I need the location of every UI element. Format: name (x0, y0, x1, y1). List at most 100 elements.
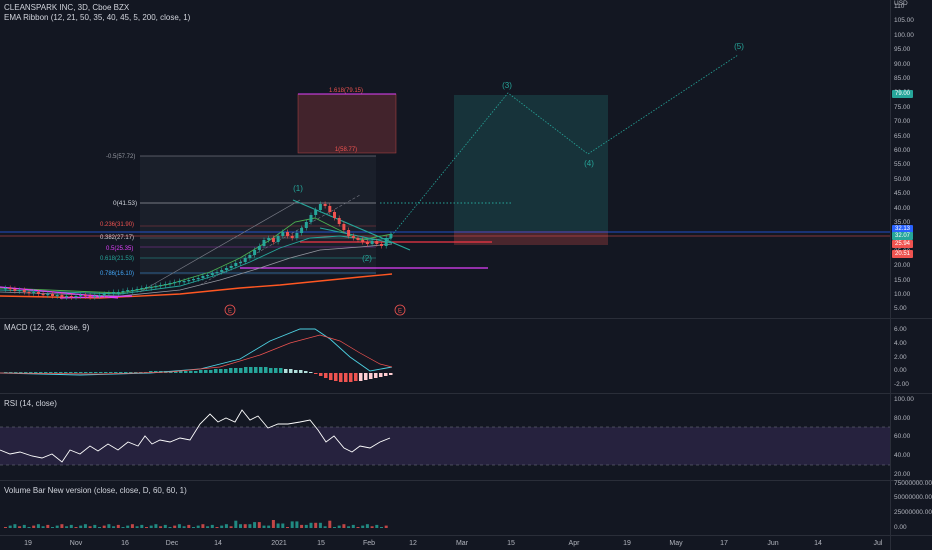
price-tick-4: 90.00 (894, 60, 911, 68)
volume-bar (224, 524, 228, 528)
pane-divider[interactable] (0, 393, 932, 394)
price-tick-8: 70.00 (894, 118, 911, 126)
price-tick-0: 110 (894, 3, 905, 10)
volume-bar (112, 526, 116, 528)
candle-body (93, 296, 97, 298)
candle-body (173, 282, 177, 284)
price-tag: 25.94 (892, 240, 913, 248)
price-chart[interactable]: 1.618(79.15) 1(58.77) -0.5(57.72) 0(41.5… (0, 0, 890, 318)
price-tag: 79.00 (892, 90, 913, 98)
volume-bar (121, 527, 125, 528)
macd-tick-0: 6.00 (894, 326, 907, 333)
macd-bar (294, 370, 298, 373)
volume-bar (281, 523, 285, 528)
candle-body (159, 285, 163, 287)
macd-bar (129, 372, 133, 373)
macd-bar (284, 369, 288, 373)
macd-legend[interactable]: MACD (12, 26, close, 9) (4, 323, 90, 332)
time-tick: 16 (121, 540, 129, 547)
ema-ribbon-legend[interactable]: EMA Ribbon (12, 21, 50, 35, 40, 45, 5, 2… (4, 13, 191, 22)
candle-body (389, 234, 393, 238)
volume-bar (41, 526, 45, 528)
price-tag: 32.07 (892, 232, 913, 240)
macd-bar (304, 371, 308, 373)
volume-tick-2: 25000000.00 (894, 509, 932, 516)
volume-bar (140, 524, 144, 528)
volume-chart[interactable] (0, 481, 890, 535)
price-tick-1: 105.00 (894, 17, 914, 25)
macd-bar (149, 371, 153, 373)
earnings-marker-1[interactable] (224, 304, 236, 316)
price-tick-21: 5.00 (894, 305, 907, 313)
rsi-tick-0: 100.00 (894, 396, 914, 403)
pane-divider[interactable] (0, 318, 932, 319)
wave-label-1: (1) (293, 184, 303, 193)
macd-bar (384, 373, 388, 376)
volume-bar (309, 522, 313, 528)
candle-body (370, 241, 374, 244)
earnings-marker-2[interactable] (394, 304, 406, 316)
volume-bar (173, 525, 177, 528)
volume-bar (215, 527, 219, 528)
macd-bar (19, 372, 23, 373)
price-tick-15: 35.00 (894, 219, 911, 226)
macd-bar (4, 372, 8, 373)
price-axis[interactable] (890, 0, 932, 550)
macd-bar (264, 367, 268, 373)
macd-bar (354, 373, 358, 381)
fib-retracement-zone (140, 156, 376, 275)
volume-bar (384, 525, 388, 528)
macd-bar (84, 372, 88, 373)
fib-label-neg05: -0.5(57.72) (106, 154, 135, 160)
volume-legend[interactable]: Volume Bar New version (close, close, D,… (4, 486, 187, 495)
candle-body (220, 270, 224, 272)
macd-bar (39, 372, 43, 373)
candle-body (224, 268, 228, 270)
candle-body (112, 292, 116, 294)
macd-bar (319, 373, 323, 376)
candle-body (79, 295, 83, 297)
volume-bar (304, 524, 308, 528)
volume-tick-0: 75000000.00 (894, 480, 932, 487)
rsi-legend[interactable]: RSI (14, close) (4, 399, 57, 408)
volume-bar (229, 526, 233, 528)
wave-label-4: (4) (584, 159, 594, 168)
symbol-legend[interactable]: CLEANSPARK INC, 3D, Cboe BZX (4, 3, 130, 12)
volume-bar (262, 525, 266, 528)
volume-bar (201, 524, 205, 528)
volume-bar (314, 522, 318, 528)
macd-bar (174, 371, 178, 373)
candle-body (248, 255, 252, 258)
candlestick-series (4, 201, 393, 300)
candle-body (365, 242, 369, 244)
macd-bar (324, 373, 328, 378)
macd-bar (134, 372, 138, 373)
candle-body (121, 291, 125, 293)
macd-bar (119, 372, 123, 373)
fib-label-0618: 0.618(21.53) (100, 256, 134, 262)
candle-body (257, 246, 261, 250)
candle-body (290, 236, 294, 238)
time-tick: 15 (507, 540, 515, 547)
macd-bar (379, 373, 383, 377)
candle-body (149, 287, 153, 289)
volume-bar (210, 524, 214, 528)
pane-divider[interactable] (0, 480, 932, 481)
time-tick: 19 (24, 540, 32, 547)
time-tick: 14 (214, 540, 222, 547)
rsi-chart[interactable] (0, 394, 890, 480)
volume-bar (159, 526, 163, 528)
candle-body (187, 280, 191, 282)
fib-label-0: 0(41.53) (113, 200, 137, 207)
candle-body (347, 230, 351, 236)
candle-body (60, 295, 64, 297)
candle-body (163, 284, 167, 286)
volume-bar (36, 524, 40, 528)
candle-body (328, 206, 332, 212)
volume-bar (290, 521, 294, 528)
price-tick-14: 40.00 (894, 204, 911, 212)
long-position-risk (454, 231, 608, 245)
macd-bar (374, 373, 378, 378)
macd-chart[interactable] (0, 319, 890, 393)
earnings-marker-1-label: E (228, 309, 232, 315)
